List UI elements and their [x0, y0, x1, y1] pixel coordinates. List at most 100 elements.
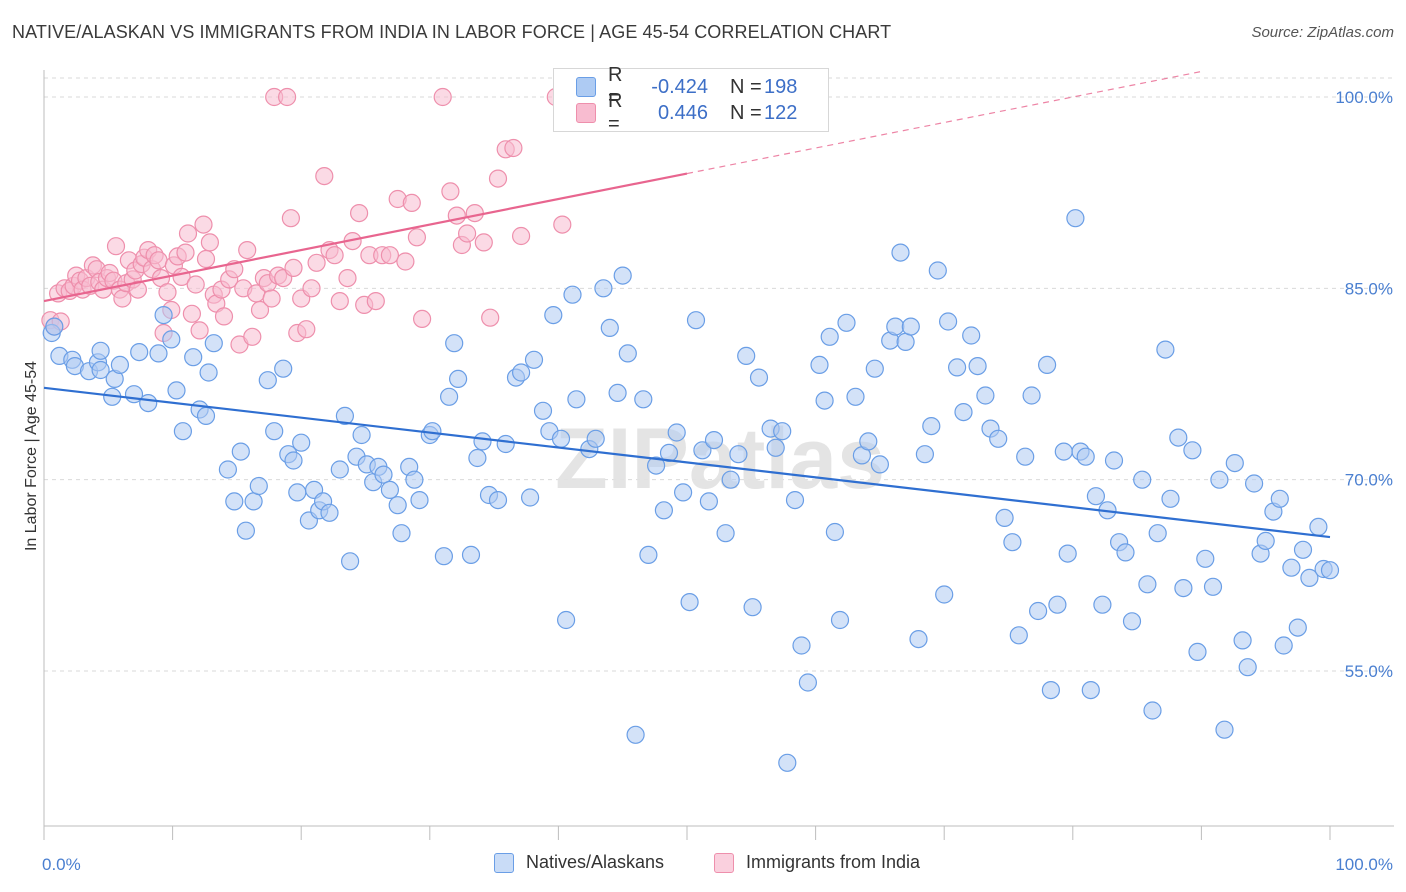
point-native	[626, 725, 645, 744]
point-native	[130, 343, 149, 362]
point-native	[1203, 577, 1223, 596]
point-native	[646, 456, 666, 475]
legend-item-natives[interactable]: Natives/Alaskans	[494, 852, 664, 873]
point-native	[830, 610, 850, 630]
point-india	[413, 309, 432, 328]
legend-row-natives: R = -0.424 N = 198	[576, 64, 797, 109]
point-native	[341, 552, 360, 571]
correlation-legend: R = -0.424 N = 198 R = 0.446 N = 122	[553, 64, 829, 135]
point-native	[91, 341, 110, 360]
point-india	[194, 215, 213, 234]
point-native	[1116, 543, 1135, 562]
point-native	[392, 524, 411, 543]
point-india	[302, 279, 321, 298]
point-native	[335, 406, 354, 425]
point-india	[281, 209, 300, 228]
point-native	[634, 390, 653, 409]
point-native	[680, 592, 699, 612]
point-native	[1022, 386, 1041, 405]
point-native	[1270, 489, 1289, 508]
point-native	[1256, 531, 1275, 551]
point-india	[511, 226, 531, 246]
point-native	[45, 317, 64, 336]
point-native	[667, 423, 686, 442]
legend-swatch-blue	[494, 852, 514, 873]
point-native	[496, 434, 515, 454]
point-native	[184, 348, 203, 367]
point-native	[962, 326, 981, 345]
point-native	[743, 598, 762, 617]
series-natives-alaskans	[42, 209, 1340, 772]
legend-n-label: N =	[730, 101, 762, 124]
point-native	[244, 492, 263, 511]
legend-item-india[interactable]: Immigrants from India	[714, 852, 920, 873]
point-india	[325, 246, 344, 265]
point-native	[199, 363, 218, 382]
point-native	[330, 460, 349, 479]
y-axis-label: In Labor Force | Age 45-54	[23, 361, 40, 551]
legend-swatch-blue	[576, 77, 596, 97]
point-india	[488, 169, 508, 188]
point-native	[600, 318, 619, 337]
point-india	[149, 251, 168, 270]
point-native	[274, 359, 293, 378]
point-native	[380, 480, 399, 499]
point-native	[1048, 595, 1067, 614]
point-native	[388, 496, 407, 515]
series-immigrants-from-india	[41, 87, 572, 354]
point-native	[511, 363, 531, 382]
point-native	[1028, 601, 1048, 621]
point-native	[1282, 558, 1301, 577]
point-india	[366, 292, 385, 311]
point-native	[449, 369, 468, 388]
point-india	[396, 252, 415, 271]
point-india	[474, 233, 493, 252]
y-tick-label: 55.0%	[1345, 662, 1393, 681]
legend-swatch-pink	[714, 852, 734, 873]
point-native	[815, 391, 834, 410]
point-native	[778, 753, 797, 772]
point-native	[204, 334, 223, 353]
point-native	[473, 432, 492, 451]
point-native	[551, 429, 571, 448]
point-native	[870, 455, 890, 474]
point-india	[182, 304, 201, 323]
point-native	[1196, 549, 1215, 568]
point-native	[859, 432, 878, 451]
point-native	[825, 522, 845, 542]
point-native	[173, 422, 192, 441]
point-india	[297, 320, 316, 339]
source-label: Source: ZipAtlas.com	[1251, 24, 1394, 41]
point-native	[1161, 489, 1180, 508]
point-native	[673, 483, 693, 502]
point-native	[901, 317, 920, 336]
legend-n-label: N =	[730, 75, 762, 98]
point-native	[139, 394, 158, 413]
point-native	[258, 371, 277, 390]
point-native	[1093, 595, 1112, 614]
point-india	[465, 204, 484, 223]
point-native	[773, 422, 792, 441]
point-native	[1215, 720, 1234, 739]
point-native	[613, 266, 632, 285]
point-india	[278, 87, 297, 107]
point-india	[315, 167, 334, 186]
point-native	[556, 610, 576, 630]
point-native	[218, 460, 237, 479]
point-native	[1054, 442, 1073, 461]
point-india	[481, 308, 500, 327]
y-tick-label: 85.0%	[1345, 279, 1393, 298]
point-india	[330, 292, 349, 311]
point-native	[533, 401, 553, 420]
point-native	[1233, 631, 1252, 650]
x-tick-labels: 0.0% 100.0%	[42, 855, 1393, 874]
point-india	[106, 237, 126, 256]
chart-title: NATIVE/ALASKAN VS IMMIGRANTS FROM INDIA …	[12, 22, 892, 42]
point-native	[1104, 451, 1124, 470]
gridlines	[44, 77, 1394, 672]
point-india	[200, 233, 219, 252]
point-native	[1016, 447, 1035, 466]
point-native	[440, 387, 459, 406]
point-native	[410, 491, 429, 510]
point-native	[810, 355, 829, 374]
